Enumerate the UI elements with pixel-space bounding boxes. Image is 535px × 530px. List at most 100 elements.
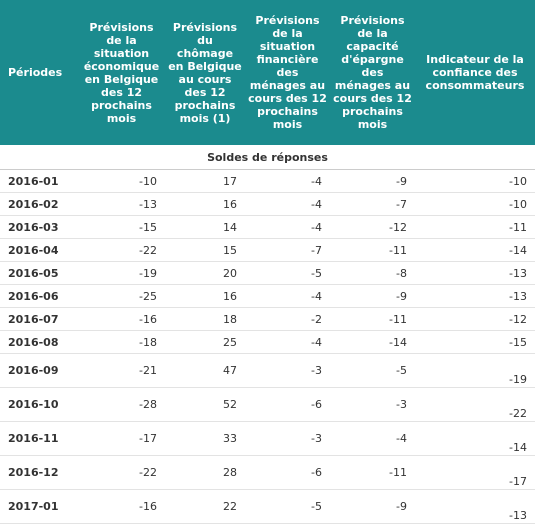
table-row: 2016-10 -28 52 -6 -3 -22	[0, 387, 535, 422]
value-cell: -19	[415, 353, 535, 388]
period-cell: 2017-01	[0, 489, 78, 524]
period-cell: 2016-05	[0, 261, 78, 285]
value-cell: -12	[415, 307, 535, 331]
value-cell: -10	[78, 169, 165, 193]
table-row: 2016-12 -22 28 -6 -11 -17	[0, 455, 535, 490]
column-header: Prévisions de la situation économique en…	[78, 0, 165, 145]
value-cell: -11	[330, 307, 415, 331]
table-body: Soldes de réponses 2016-01 -10 17 -4 -9 -10 20…	[0, 145, 535, 524]
value-cell: -4	[245, 215, 330, 239]
value-cell: -19	[78, 261, 165, 285]
value-cell: 20	[165, 261, 245, 285]
table-row: 2016-07 -16 18 -2 -11 -12	[0, 307, 535, 331]
value-cell: -28	[78, 387, 165, 422]
value-cell: -4	[330, 421, 415, 456]
table-row: 2016-11 -17 33 -3 -4 -14	[0, 421, 535, 456]
value-cell: -13	[415, 489, 535, 524]
period-cell: 2016-09	[0, 353, 78, 388]
value-cell: -22	[78, 455, 165, 490]
value-cell: 17	[165, 169, 245, 193]
value-cell: -11	[330, 455, 415, 490]
table-row: 2016-09 -21 47 -3 -5 -19	[0, 353, 535, 388]
value-cell: -4	[245, 169, 330, 193]
value-cell: -15	[415, 330, 535, 354]
table-row: 2017-01 -16 22 -5 -9 -13	[0, 489, 535, 524]
table-row: 2016-01 -10 17 -4 -9 -10	[0, 169, 535, 193]
value-cell: 16	[165, 284, 245, 308]
column-header: Prévisions de la situation financière de…	[245, 0, 330, 145]
period-cell: 2016-02	[0, 192, 78, 216]
value-cell: -7	[330, 192, 415, 216]
value-cell: -14	[415, 238, 535, 262]
value-cell: -22	[415, 387, 535, 422]
subheader-row: Soldes de réponses	[0, 145, 535, 170]
period-cell: 2016-06	[0, 284, 78, 308]
subheader: Soldes de réponses	[0, 145, 535, 170]
period-cell: 2016-07	[0, 307, 78, 331]
value-cell: -10	[415, 192, 535, 216]
column-header: Prévisions du chômage en Belgique au cou…	[165, 0, 245, 145]
value-cell: -8	[330, 261, 415, 285]
value-cell: -13	[78, 192, 165, 216]
period-cell: 2016-10	[0, 387, 78, 422]
column-header: Périodes	[0, 0, 78, 145]
value-cell: -5	[245, 489, 330, 524]
table-row: 2016-02 -13 16 -4 -7 -10	[0, 192, 535, 216]
value-cell: -4	[245, 284, 330, 308]
value-cell: -12	[330, 215, 415, 239]
table-row: 2016-08 -18 25 -4 -14 -15	[0, 330, 535, 354]
value-cell: 52	[165, 387, 245, 422]
value-cell: -9	[330, 489, 415, 524]
value-cell: -5	[245, 261, 330, 285]
value-cell: -4	[245, 330, 330, 354]
value-cell: 14	[165, 215, 245, 239]
column-header: Indicateur de la confiance des consommat…	[415, 0, 535, 145]
value-cell: -6	[245, 387, 330, 422]
value-cell: -14	[330, 330, 415, 354]
value-cell: -18	[78, 330, 165, 354]
value-cell: 22	[165, 489, 245, 524]
header-row: Périodes Prévisions de la situation écono…	[0, 0, 535, 145]
value-cell: -3	[245, 353, 330, 388]
value-cell: -7	[245, 238, 330, 262]
value-cell: -5	[330, 353, 415, 388]
value-cell: -10	[415, 169, 535, 193]
table-row: 2016-06 -25 16 -4 -9 -13	[0, 284, 535, 308]
value-cell: -13	[415, 261, 535, 285]
value-cell: -13	[415, 284, 535, 308]
value-cell: -9	[330, 284, 415, 308]
period-cell: 2016-01	[0, 169, 78, 193]
value-cell: -17	[415, 455, 535, 490]
value-cell: -6	[245, 455, 330, 490]
period-cell: 2016-08	[0, 330, 78, 354]
value-cell: 33	[165, 421, 245, 456]
value-cell: -4	[245, 192, 330, 216]
value-cell: 18	[165, 307, 245, 331]
value-cell: -21	[78, 353, 165, 388]
table-row: 2016-03 -15 14 -4 -12 -11	[0, 215, 535, 239]
value-cell: -17	[78, 421, 165, 456]
table-head: Périodes Prévisions de la situation écono…	[0, 0, 535, 145]
period-cell: 2016-11	[0, 421, 78, 456]
value-cell: -25	[78, 284, 165, 308]
period-cell: 2016-04	[0, 238, 78, 262]
value-cell: 47	[165, 353, 245, 388]
table-row: 2016-05 -19 20 -5 -8 -13	[0, 261, 535, 285]
value-cell: -11	[415, 215, 535, 239]
value-cell: -3	[330, 387, 415, 422]
value-cell: 25	[165, 330, 245, 354]
table-row: 2016-04 -22 15 -7 -11 -14	[0, 238, 535, 262]
period-cell: 2016-03	[0, 215, 78, 239]
value-cell: 28	[165, 455, 245, 490]
value-cell: -16	[78, 307, 165, 331]
value-cell: -16	[78, 489, 165, 524]
value-cell: 16	[165, 192, 245, 216]
value-cell: 15	[165, 238, 245, 262]
value-cell: -15	[78, 215, 165, 239]
column-header: Prévisions de la capacité d'épargne des …	[330, 0, 415, 145]
value-cell: -9	[330, 169, 415, 193]
period-cell: 2016-12	[0, 455, 78, 490]
value-cell: -22	[78, 238, 165, 262]
